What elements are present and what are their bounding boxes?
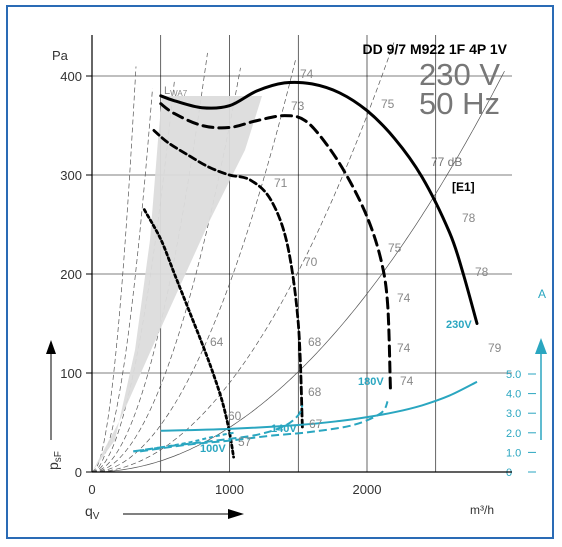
y-axis-main: p [45, 462, 61, 470]
sound-label-6: 67 [309, 417, 323, 431]
x-axis-main: q [85, 503, 93, 519]
current-curve-100V [133, 431, 234, 453]
system-curve-0 [91, 66, 137, 473]
y-tick-0: 0 [75, 465, 82, 480]
current-label-100V: 100V [200, 443, 226, 455]
current-curves: 230V 180V 140V 100V [133, 319, 478, 455]
sound-label-9: 74 [397, 291, 411, 305]
current-curve-180V [139, 400, 389, 453]
sound-label-11: 74 [400, 374, 414, 388]
sound-label-15: 78 [462, 211, 476, 225]
lwa-region [92, 96, 262, 472]
voltage-label: 230 V [419, 57, 500, 92]
x-tick-1: 1000 [215, 482, 244, 497]
sound-label-8: 75 [388, 241, 402, 255]
x-axis-sub: V [93, 511, 100, 522]
sound-label-1: 60 [228, 409, 242, 423]
y2-tick-0: 0 [506, 467, 512, 479]
current-label-230V: 230V [446, 319, 472, 331]
x-tick-2: 2000 [353, 482, 382, 497]
sound-label-3: 70 [304, 255, 318, 269]
sound-label-7: 71 [274, 176, 288, 190]
y-tick-1: 100 [60, 366, 82, 381]
x-axis-label: qV [85, 503, 100, 522]
y2-tick-2: 2.0 [506, 428, 521, 440]
lwa-main: L [164, 85, 170, 97]
y2-tick-4: 4.0 [506, 389, 521, 401]
sound-label-13: 74 [300, 67, 314, 81]
chart-title: DD 9/7 M922 1F 4P 1V [363, 41, 508, 57]
system-curve-7 [91, 70, 505, 473]
sound-label-17: 79 [488, 341, 502, 355]
pressure-curve-180V [159, 102, 392, 390]
y2-axis-arrowhead [535, 338, 547, 354]
current-label-180V: 180V [358, 376, 384, 388]
pressure-curve-140V [152, 129, 304, 429]
sound-label-4: 68 [308, 335, 322, 349]
sound-label-12: 73 [291, 99, 305, 113]
system-curve-4 [91, 67, 241, 473]
y-tick-4: 400 [60, 69, 82, 84]
y2-tick-3: 3.0 [506, 408, 521, 420]
axis-ticks: 64 60 57 70 68 68 67 71 75 74 74 74 73 74 75 78 78 79 0 100… [60, 67, 536, 497]
lwa-sub: WA7 [170, 89, 188, 98]
current-curve-140V [133, 404, 304, 453]
frequency-label: 50 Hz [419, 86, 500, 121]
lwa-label: LWA7 [164, 85, 188, 98]
e1-label: [E1] [452, 180, 475, 194]
sound-label-14: 75 [381, 97, 395, 111]
y2-unit-label: A [538, 287, 546, 301]
pressure-curve-100V [142, 208, 235, 459]
x-axis-arrowhead [228, 509, 244, 519]
y2-tick-5: 5.0 [506, 369, 521, 381]
current-curve-230V [160, 380, 478, 432]
sound-label-2: 57 [238, 435, 252, 449]
sound-label-10: 74 [397, 341, 411, 355]
x-tick-0: 0 [88, 482, 95, 497]
y-axis-sub: sF [53, 451, 64, 462]
pa-unit-label: Pa [52, 48, 69, 63]
current-label-140V: 140V [271, 423, 297, 435]
y-axis-arrowhead [46, 340, 56, 354]
system-curve-5 [91, 59, 296, 473]
sound-label-0: 64 [210, 335, 224, 349]
y-tick-2: 200 [60, 267, 82, 282]
x-unit-label: m³/h [470, 503, 494, 517]
sound-label-5: 68 [308, 385, 322, 399]
db-label: 77 dB [431, 155, 462, 169]
pressure-curves [142, 80, 479, 459]
y-tick-3: 300 [60, 168, 82, 183]
pressure-curve-230V [159, 80, 479, 325]
system-curve-2 [91, 79, 175, 473]
y-axis-label: psF [45, 451, 64, 470]
system-curve-1 [91, 88, 153, 473]
y2-tick-1: 1.0 [506, 447, 521, 459]
sound-label-16: 78 [475, 265, 489, 279]
